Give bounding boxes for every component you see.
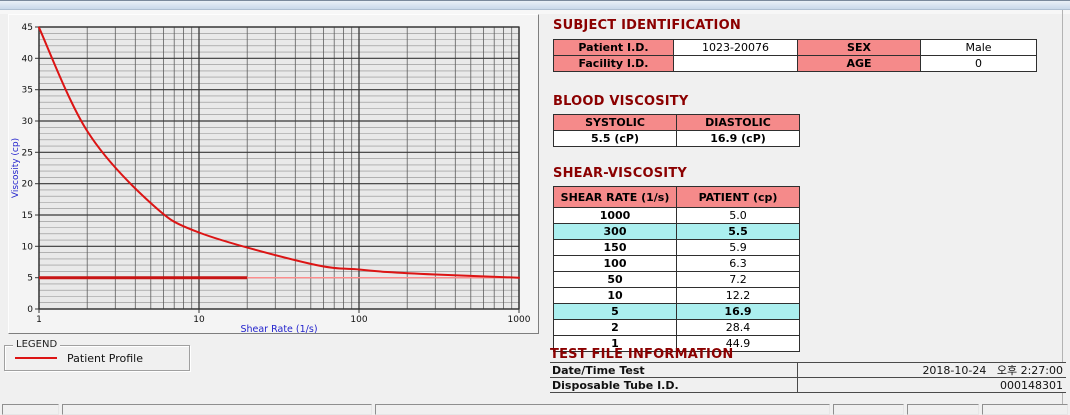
status-bar-panel bbox=[375, 404, 830, 415]
viscosity-vs-shear-rate-chart: 0 5 10 15 20 25 30 35 40 45 1 10 100 1000 Viscosity (c… bbox=[9, 15, 538, 333]
legend-group-box: LEGEND Patient Profile bbox=[4, 339, 190, 371]
chart-svg: 0 5 10 15 20 25 30 35 40 45 1 10 100 1000 Viscosity (c… bbox=[11, 23, 531, 333]
shear-viscosity-title: SHEAR-VISCOSITY bbox=[553, 166, 687, 181]
patient-profile-line-swatch bbox=[15, 357, 57, 359]
patient-viscosity-cell: 5.9 bbox=[677, 240, 800, 256]
svg-text:100: 100 bbox=[350, 315, 367, 325]
shear-rate-cell: 1000 bbox=[554, 208, 677, 224]
patient-viscosity-cell: 5.0 bbox=[677, 208, 800, 224]
svg-text:10: 10 bbox=[193, 315, 205, 325]
patient-viscosity-cell: 16.9 bbox=[677, 304, 800, 320]
patient-viscosity-cell: 12.2 bbox=[677, 288, 800, 304]
svg-text:40: 40 bbox=[22, 54, 34, 64]
subject-identification-table: Patient I.D. 1023-20076 SEX Male Facility I.… bbox=[553, 39, 1037, 72]
shear-rate-cell: 50 bbox=[554, 272, 677, 288]
subject-label-cell: Patient I.D. bbox=[554, 40, 674, 56]
patient-cp-header: PATIENT (cp) bbox=[677, 187, 800, 208]
window-top-strip bbox=[0, 10, 1070, 14]
shear-rate-cell: 300 bbox=[554, 224, 677, 240]
test-file-value: 2018-10-24 오후 2:27:00 bbox=[922, 364, 1063, 377]
patient-viscosity-cell: 44.9 bbox=[677, 336, 800, 352]
svg-text:10: 10 bbox=[22, 242, 34, 252]
subject-value-cell: 1023-20076 bbox=[674, 40, 798, 56]
svg-text:1000: 1000 bbox=[508, 315, 531, 325]
shear-rate-cell: 2 bbox=[554, 320, 677, 336]
test-file-row: Date/Time Test 2018-10-24 오후 2:27:00 bbox=[550, 363, 1066, 378]
subject-label-cell: AGE bbox=[798, 56, 921, 72]
test-file-row: Disposable Tube I.D. 000148301 bbox=[550, 378, 1066, 393]
svg-text:0: 0 bbox=[27, 305, 33, 315]
status-bar-panel bbox=[907, 404, 979, 415]
svg-text:15: 15 bbox=[22, 211, 33, 221]
shear-rate-cell: 100 bbox=[554, 256, 677, 272]
patient-viscosity-cell: 7.2 bbox=[677, 272, 800, 288]
legend-box-title: LEGEND bbox=[13, 339, 61, 350]
subject-value-cell bbox=[674, 56, 798, 72]
svg-text:25: 25 bbox=[22, 148, 33, 158]
test-file-value: 000148301 bbox=[1000, 378, 1063, 392]
shear-rate-cell: 5 bbox=[554, 304, 677, 320]
patient-viscosity-cell: 28.4 bbox=[677, 320, 800, 336]
status-bar-panel bbox=[2, 404, 59, 415]
svg-text:20: 20 bbox=[22, 180, 34, 190]
diastolic-value: 16.9 (cP) bbox=[677, 131, 800, 147]
test-file-information-title: TEST FILE INFORMATION bbox=[550, 347, 734, 362]
legend-item-label: Patient Profile bbox=[67, 351, 144, 365]
status-bar-panel bbox=[982, 404, 1068, 415]
shear-rate-cell: 10 bbox=[554, 288, 677, 304]
window-right-edge bbox=[1062, 10, 1063, 415]
blood-viscosity-title: BLOOD VISCOSITY bbox=[553, 94, 689, 109]
svg-text:1: 1 bbox=[36, 315, 42, 325]
test-file-label: Date/Time Test bbox=[550, 363, 798, 377]
patient-viscosity-cell: 6.3 bbox=[677, 256, 800, 272]
status-bar-panel bbox=[62, 404, 372, 415]
systolic-value: 5.5 (cP) bbox=[554, 131, 677, 147]
blood-viscosity-table: SYSTOLIC DIASTOLIC 5.5 (cP) 16.9 (cP) bbox=[553, 114, 800, 147]
patient-viscosity-cell: 5.5 bbox=[677, 224, 800, 240]
status-bar-panel bbox=[833, 404, 904, 415]
svg-text:5: 5 bbox=[27, 274, 33, 284]
diastolic-header: DIASTOLIC bbox=[677, 115, 800, 131]
shear-rate-cell: 1 bbox=[554, 336, 677, 352]
status-bar bbox=[0, 404, 1070, 415]
subject-label-cell: SEX bbox=[798, 40, 921, 56]
shear-viscosity-table: SHEAR RATE (1/s) PATIENT (cp) 1000 5.0 300… bbox=[553, 186, 800, 352]
svg-text:Viscosity (cp): Viscosity (cp) bbox=[11, 138, 21, 198]
test-file-label: Disposable Tube I.D. bbox=[550, 378, 798, 392]
subject-label-cell: Facility I.D. bbox=[554, 56, 674, 72]
svg-text:30: 30 bbox=[22, 117, 34, 127]
legend-item: Patient Profile bbox=[5, 346, 189, 370]
window-top-gradient-bar bbox=[0, 0, 1070, 10]
subject-value-cell: Male bbox=[921, 40, 1037, 56]
viscosity-chart-panel: 0 5 10 15 20 25 30 35 40 45 1 10 100 1000 Viscosity (c… bbox=[8, 14, 539, 334]
shear-rate-header: SHEAR RATE (1/s) bbox=[554, 187, 677, 208]
subject-value-cell: 0 bbox=[921, 56, 1037, 72]
systolic-header: SYSTOLIC bbox=[554, 115, 677, 131]
shear-rate-cell: 150 bbox=[554, 240, 677, 256]
svg-text:45: 45 bbox=[22, 23, 33, 33]
svg-text:35: 35 bbox=[22, 86, 33, 96]
svg-text:Shear Rate (1/s): Shear Rate (1/s) bbox=[240, 324, 317, 333]
subject-identification-title: SUBJECT IDENTIFICATION bbox=[553, 18, 741, 33]
test-file-information-table: Date/Time Test 2018-10-24 오후 2:27:00 Dispo… bbox=[550, 362, 1066, 393]
